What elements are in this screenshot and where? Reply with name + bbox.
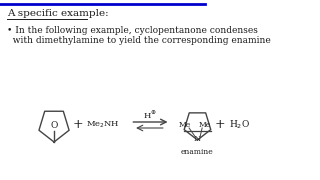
Text: Me: Me: [199, 121, 211, 129]
Text: • In the following example, cyclopentanone condenses: • In the following example, cyclopentano…: [7, 26, 258, 35]
Text: H$^{\oplus}$: H$^{\oplus}$: [143, 109, 157, 121]
Text: H$_2$O: H$_2$O: [229, 119, 250, 131]
Text: A specific example:: A specific example:: [7, 9, 109, 18]
Text: +: +: [73, 118, 84, 132]
Text: O: O: [50, 120, 58, 129]
Text: N: N: [194, 135, 201, 143]
Text: Me$_2$NH: Me$_2$NH: [86, 120, 120, 130]
Text: Me: Me: [178, 121, 190, 129]
Text: +: +: [214, 118, 225, 132]
Text: with dimethylamine to yield the corresponding enamine: with dimethylamine to yield the correspo…: [7, 36, 271, 45]
Text: enamine: enamine: [181, 148, 214, 156]
